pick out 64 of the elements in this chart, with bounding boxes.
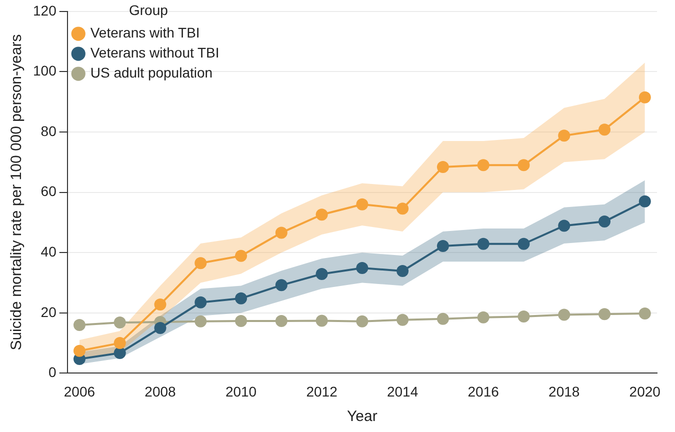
point [114, 316, 126, 329]
point [518, 310, 530, 323]
x-tick-label: 2012 [306, 383, 338, 400]
point [316, 314, 328, 327]
point [154, 322, 166, 334]
x-tick-label: 2016 [468, 383, 500, 400]
point [356, 315, 368, 328]
y-tick-label: 0 [48, 364, 57, 380]
point [73, 344, 86, 357]
point [436, 312, 449, 325]
point [598, 124, 610, 136]
x-tick-label: 2020 [629, 383, 661, 400]
point [518, 238, 530, 250]
legend-title: Group [128, 2, 168, 18]
point [114, 337, 126, 350]
legend-label: Veterans with TBI [90, 24, 200, 41]
point [73, 318, 86, 331]
point [275, 226, 288, 239]
point [316, 208, 328, 221]
point [598, 308, 610, 320]
point [518, 159, 530, 172]
point [477, 311, 490, 324]
point [638, 195, 651, 208]
point [275, 315, 288, 328]
x-axis-title: Year [347, 408, 378, 426]
y-tick-label: 100 [33, 62, 57, 79]
x-tick-label: 2014 [386, 383, 418, 400]
y-tick-label: 20 [40, 304, 57, 320]
point [154, 298, 166, 310]
point [316, 268, 328, 280]
point [194, 296, 207, 308]
legend-label: US adult population [90, 64, 213, 81]
point [235, 315, 248, 328]
point [598, 216, 610, 228]
x-tick-label: 2008 [144, 383, 176, 400]
point [477, 238, 490, 250]
point [356, 198, 368, 210]
point [436, 240, 449, 252]
point [235, 250, 248, 262]
point [638, 91, 651, 104]
legend-label: Veterans without TBI [90, 44, 220, 61]
point [638, 308, 651, 320]
x-tick-label: 2010 [225, 383, 257, 400]
x-tick-label: 2006 [64, 383, 96, 400]
point [436, 160, 449, 173]
point [275, 279, 288, 292]
point [114, 347, 126, 359]
point [235, 292, 248, 304]
y-tick-label: 80 [40, 122, 57, 139]
point [194, 315, 207, 328]
point [396, 202, 409, 215]
point [558, 220, 570, 232]
point [396, 314, 409, 326]
point [558, 130, 570, 142]
y-axis-title: Suicide mortality rate per 100 000 person-years [8, 34, 26, 350]
point [558, 308, 570, 321]
point [356, 262, 368, 274]
x-tick-label: 2018 [548, 383, 580, 400]
y-tick-label: 40 [40, 243, 57, 260]
y-tick-label: 120 [33, 2, 57, 18]
point [194, 257, 207, 270]
point [396, 264, 409, 277]
y-tick-label: 60 [40, 183, 57, 200]
point [477, 159, 490, 172]
